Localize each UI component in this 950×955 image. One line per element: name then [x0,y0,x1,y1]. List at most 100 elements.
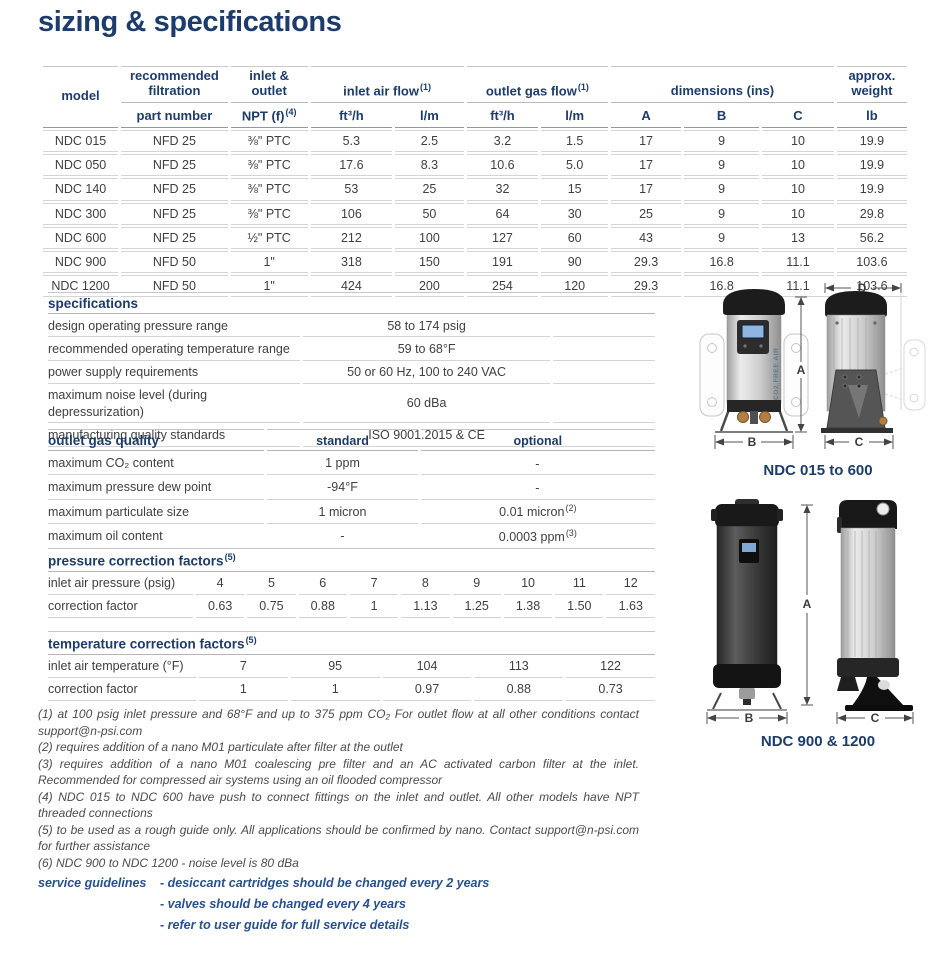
cell: 1.5 [541,130,609,153]
cell: 56.2 [836,226,907,249]
dimension-c [824,435,894,449]
cell: 254 [466,274,539,298]
dim-label-a: A [797,363,806,377]
figure-ndc-900-1200: A B [687,497,949,750]
dim-label-c: C [871,711,880,725]
dim-label-b: B [748,435,757,449]
cell: 17.6 [310,154,393,177]
col-group-dimensions: dimensions (ins) [611,66,834,103]
cell: 6 [298,573,347,595]
service-item: - valves should be changed every 4 years [160,897,406,911]
cell: 1.13 [401,596,450,618]
table-row: NDC 140 NFD 25 ⅜" PTC 53 25 32 15 17 9 10 19.9 [43,178,907,201]
table-sub-header-row: part number NPT (f)(4) ft³/h l/m ft³/h l… [43,105,907,129]
col-header-part-number: part number [121,105,228,129]
cell: 0.75 [247,596,296,618]
cell: 0.63 [195,596,245,618]
cell: 212 [310,226,393,249]
cell: NFD 25 [121,202,228,225]
dim-label-c: C [855,435,864,449]
col-header-outlet-ft3h: ft³/h [466,105,539,129]
table-row: NDC 600 NFD 25 ½" PTC 212 100 127 60 43 9 13 56.2 [43,226,907,249]
cell: 0.88 [298,596,347,618]
cell: 9 [684,178,760,201]
footnote: (5) to be used as a rough guide only. Al… [38,822,639,854]
dim-label-b: B [745,711,754,725]
cell [552,315,655,338]
col-group-filtration: recommended filtration [121,66,228,103]
cell: - [420,452,655,476]
service-item: - refer to user guide for full service d… [160,918,410,932]
spec-label: design operating pressure range [48,315,301,338]
section-title: outlet gas quality [48,429,265,451]
cell: - [420,476,655,500]
cell: ⅜" PTC [230,154,308,177]
row-label: correction factor [48,679,196,701]
cell: 5 [247,573,296,595]
cell: NFD 25 [121,130,228,153]
cell: 424 [310,274,393,298]
cell: 10 [503,573,553,595]
cell: 12 [606,573,655,595]
cell: 1 [199,679,288,701]
cell: 1" [230,274,308,298]
page-title: sizing & specifications [38,6,342,38]
cell: 9 [452,573,501,595]
cell: 200 [395,274,464,298]
quality-label: maximum particulate size [48,501,265,525]
table-row: NDC 1200 NFD 50 1" 424 200 254 120 29.3 16.8 11.1… [43,274,907,298]
cell: 1 [290,679,380,701]
cell: ⅜" PTC [230,202,308,225]
cell: 25 [611,202,682,225]
col-header-dim-c: C [762,105,834,129]
cell: 318 [310,250,393,273]
table-row: maximum oil content -0.0003 ppm(3) [48,525,655,549]
col-header-model: model [43,66,119,129]
cell: 11.1 [762,250,834,273]
cell: 113 [474,656,564,678]
cell: 10 [762,178,834,201]
quality-label: maximum CO₂ content [48,452,265,476]
section-title: pressure correction factors(5) [48,548,655,572]
cell: 11 [555,573,604,595]
cell: 15 [541,178,609,201]
cell: 9 [684,202,760,225]
spec-value: 58 to 174 psig [303,315,550,338]
table-row: maximum noise level (during depressuriza… [48,385,655,424]
cell: 64 [466,202,539,225]
cell: 17 [611,178,682,201]
dryer-side-view [837,500,913,711]
cell: 104 [382,656,472,678]
cell: NFD 25 [121,178,228,201]
col-header-dim-b: B [684,105,760,129]
temperature-correction-table: temperature correction factors(5) inlet … [45,630,658,702]
quality-label: maximum oil content [48,525,265,549]
model-cell: NDC 140 [43,178,119,201]
cell: 1 [349,596,399,618]
model-cell: NDC 1200 [43,274,119,298]
cell: 9 [684,130,760,153]
service-guidelines-label: service guidelines [38,876,147,890]
cell: 32 [466,178,539,201]
dim-label-d: D [858,282,867,295]
product-side-label: CO2 FREE AIR [773,348,780,400]
cell: 50 [395,202,464,225]
cell: 0.88 [474,679,564,701]
cell [552,338,655,361]
table-row: correction factor 1 1 0.97 0.88 0.73 [48,679,655,701]
cell: NFD 50 [121,274,228,298]
spec-value: 60 dBa [303,385,550,424]
cell: 9 [684,154,760,177]
cell: 1.38 [503,596,553,618]
cell: 122 [566,656,655,678]
cell: 1.25 [452,596,501,618]
cell: 29.3 [611,274,682,298]
cell: 106 [310,202,393,225]
cell: 191 [466,250,539,273]
spec-label: power supply requirements [48,362,301,384]
cell: 16.8 [684,250,760,273]
quality-label: maximum pressure dew point [48,476,265,500]
cell: 7 [199,656,288,678]
cell: ⅜" PTC [230,130,308,153]
table-row: inlet air temperature (°F) 7 95 104 113 122 [48,656,655,678]
